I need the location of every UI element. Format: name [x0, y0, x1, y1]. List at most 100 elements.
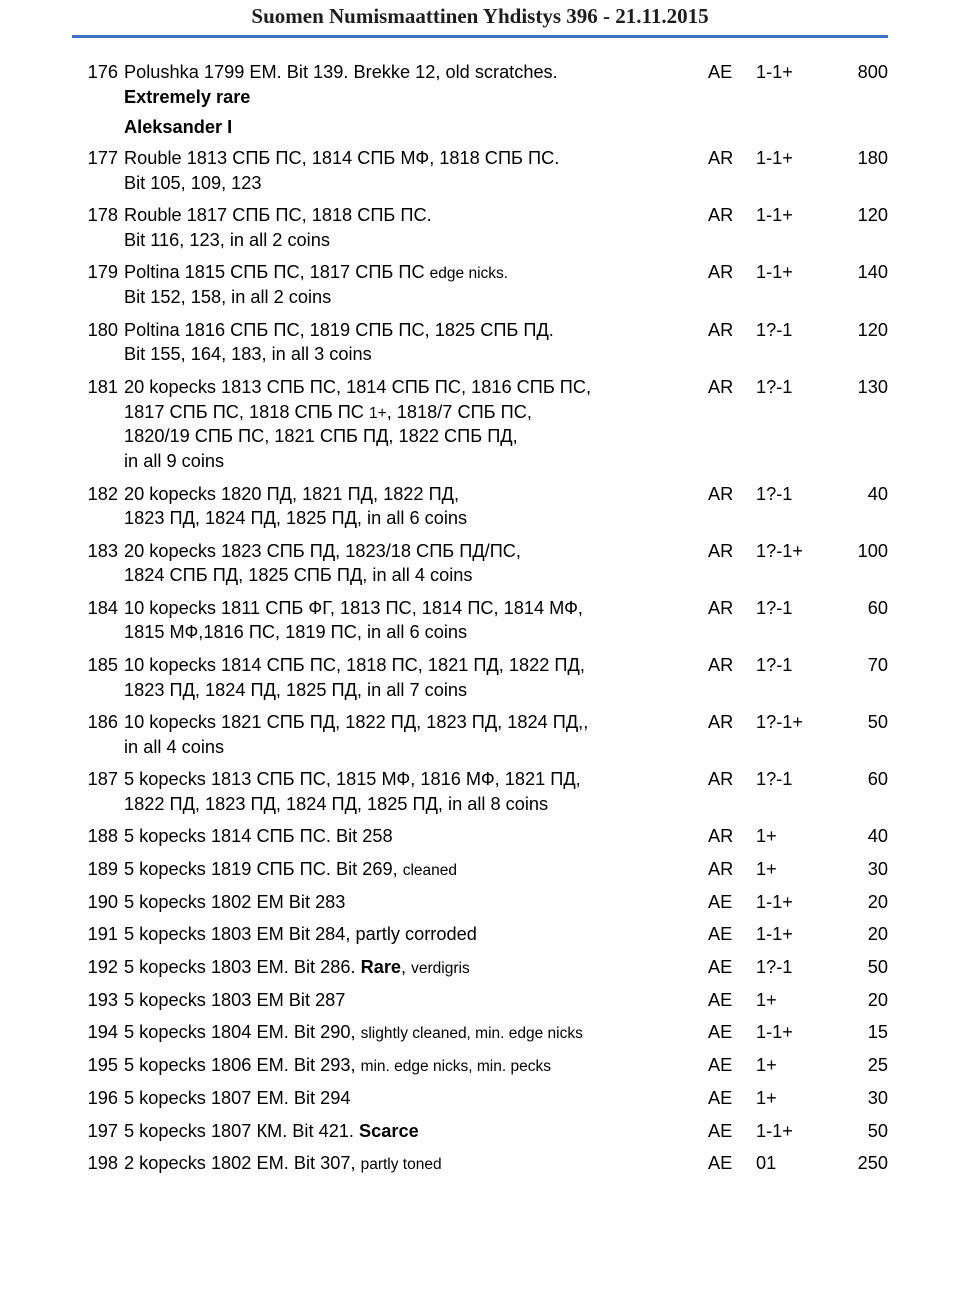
lot-metal: AR — [708, 710, 756, 735]
lot-row: 18610 kopecks 1821 СПБ ПД, 1822 ПД, 1823… — [72, 710, 888, 759]
lot-row: 1915 kopecks 1803 EM Bit 284, partly cor… — [72, 922, 888, 947]
lot-description: 5 kopecks 1807 EM. Bit 294 — [124, 1086, 708, 1111]
lot-number: 198 — [72, 1151, 124, 1176]
lot-row: 18410 kopecks 1811 СПБ ФГ, 1813 ПС, 1814… — [72, 596, 888, 645]
lot-price: 30 — [828, 857, 888, 882]
lot-grade: 1-1+ — [756, 1119, 828, 1144]
lot-row: 180Poltina 1816 СПБ ПС, 1819 СПБ ПС, 182… — [72, 318, 888, 367]
lot-grade: 1?-1 — [756, 653, 828, 678]
lot-description: Poltina 1815 СПБ ПС, 1817 СПБ ПС edge ni… — [124, 260, 708, 309]
lot-price: 20 — [828, 890, 888, 915]
lot-metal: AE — [708, 1086, 756, 1111]
lot-grade: 1-1+ — [756, 146, 828, 171]
lot-price: 60 — [828, 596, 888, 621]
lot-description: 2 kopecks 1802 EM. Bit 307, partly toned — [124, 1151, 708, 1176]
lot-number: 176 — [72, 60, 124, 85]
lot-price: 100 — [828, 539, 888, 564]
lot-row: 1935 kopecks 1803 EM Bit 287AE1+20 — [72, 988, 888, 1013]
lot-number: 183 — [72, 539, 124, 564]
lot-number: 195 — [72, 1053, 124, 1078]
lot-list: 176Polushka 1799 EM. Bit 139. Brekke 12,… — [72, 60, 888, 1176]
lot-number: 177 — [72, 146, 124, 171]
lot-description: 10 kopecks 1811 СПБ ФГ, 1813 ПС, 1814 ПС… — [124, 596, 708, 645]
lot-row: 1875 kopecks 1813 СПБ ПС, 1815 МФ, 1816 … — [72, 767, 888, 816]
lot-price: 250 — [828, 1151, 888, 1176]
lot-description: 5 kopecks 1806 EM. Bit 293, min. edge ni… — [124, 1053, 708, 1078]
lot-number: 182 — [72, 482, 124, 507]
lot-metal: AE — [708, 60, 756, 85]
lot-number: 197 — [72, 1119, 124, 1144]
lot-row: 1945 kopecks 1804 EM. Bit 290, slightly … — [72, 1020, 888, 1045]
lot-row: 18120 kopecks 1813 СПБ ПС, 1814 СПБ ПС, … — [72, 375, 888, 474]
lot-grade: 1?-1+ — [756, 710, 828, 735]
lot-description: 5 kopecks 1807 КМ. Bit 421. Scarce — [124, 1119, 708, 1144]
lot-grade: 1?-1 — [756, 318, 828, 343]
lot-row: 1975 kopecks 1807 КМ. Bit 421. ScarceAE1… — [72, 1119, 888, 1144]
lot-description: 5 kopecks 1803 EM. Bit 286. Rare, verdig… — [124, 955, 708, 980]
lot-metal: AE — [708, 955, 756, 980]
lot-price: 120 — [828, 318, 888, 343]
lot-row: 1905 kopecks 1802 EM Bit 283AE1-1+20 — [72, 890, 888, 915]
lot-description: 20 kopecks 1823 СПБ ПД, 1823/18 СПБ ПД/П… — [124, 539, 708, 588]
lot-price: 20 — [828, 922, 888, 947]
lot-grade: 1+ — [756, 988, 828, 1013]
lot-grade: 1?-1 — [756, 955, 828, 980]
lot-description: Rouble 1817 СПБ ПС, 1818 СПБ ПС.Bit 116,… — [124, 203, 708, 252]
lot-description: 10 kopecks 1814 СПБ ПС, 1818 ПС, 1821 ПД… — [124, 653, 708, 702]
lot-row: 1885 kopecks 1814 СПБ ПС. Bit 258AR1+40 — [72, 824, 888, 849]
lot-row: 1895 kopecks 1819 СПБ ПС. Bit 269, clean… — [72, 857, 888, 882]
lot-grade: 1-1+ — [756, 60, 828, 85]
lot-number: 196 — [72, 1086, 124, 1111]
lot-price: 120 — [828, 203, 888, 228]
lot-row: 177Rouble 1813 СПБ ПС, 1814 СПБ МФ, 1818… — [72, 146, 888, 195]
lot-grade: 1+ — [756, 857, 828, 882]
lot-metal: AR — [708, 767, 756, 792]
lot-price: 40 — [828, 482, 888, 507]
lot-row: 18510 kopecks 1814 СПБ ПС, 1818 ПС, 1821… — [72, 653, 888, 702]
lot-description: 5 kopecks 1804 EM. Bit 290, slightly cle… — [124, 1020, 708, 1045]
auction-page: Suomen Numismaattinen Yhdistys 396 - 21.… — [0, 0, 960, 1224]
lot-number: 194 — [72, 1020, 124, 1045]
lot-description: 5 kopecks 1819 СПБ ПС. Bit 269, cleaned — [124, 857, 708, 882]
lot-row: 176Polushka 1799 EM. Bit 139. Brekke 12,… — [72, 60, 888, 109]
header-rule — [72, 35, 888, 38]
lot-metal: AE — [708, 922, 756, 947]
lot-number: 189 — [72, 857, 124, 882]
lot-number: 187 — [72, 767, 124, 792]
lot-price: 20 — [828, 988, 888, 1013]
lot-price: 50 — [828, 1119, 888, 1144]
lot-description: 5 kopecks 1814 СПБ ПС. Bit 258 — [124, 824, 708, 849]
lot-number: 181 — [72, 375, 124, 400]
lot-number: 185 — [72, 653, 124, 678]
lot-price: 800 — [828, 60, 888, 85]
lot-price: 60 — [828, 767, 888, 792]
lot-metal: AE — [708, 890, 756, 915]
lot-grade: 1?-1+ — [756, 539, 828, 564]
lot-metal: AR — [708, 375, 756, 400]
lot-grade: 1+ — [756, 1053, 828, 1078]
lot-row: 1925 kopecks 1803 EM. Bit 286. Rare, ver… — [72, 955, 888, 980]
lot-metal: AR — [708, 146, 756, 171]
lot-price: 30 — [828, 1086, 888, 1111]
lot-description: 5 kopecks 1802 EM Bit 283 — [124, 890, 708, 915]
lot-price: 40 — [828, 824, 888, 849]
lot-metal: AR — [708, 318, 756, 343]
lot-grade: 1?-1 — [756, 375, 828, 400]
lot-price: 25 — [828, 1053, 888, 1078]
lot-grade: 1+ — [756, 824, 828, 849]
lot-number: 178 — [72, 203, 124, 228]
lot-grade: 1?-1 — [756, 482, 828, 507]
lot-number: 186 — [72, 710, 124, 735]
lot-price: 70 — [828, 653, 888, 678]
lot-description: 10 kopecks 1821 СПБ ПД, 1822 ПД, 1823 ПД… — [124, 710, 708, 759]
lot-row: 18220 kopecks 1820 ПД, 1821 ПД, 1822 ПД,… — [72, 482, 888, 531]
lot-metal: AR — [708, 653, 756, 678]
lot-grade: 1-1+ — [756, 890, 828, 915]
lot-metal: AE — [708, 1119, 756, 1144]
lot-row: 18320 kopecks 1823 СПБ ПД, 1823/18 СПБ П… — [72, 539, 888, 588]
lot-number: 179 — [72, 260, 124, 285]
lot-grade: 1?-1 — [756, 596, 828, 621]
lot-number: 190 — [72, 890, 124, 915]
lot-row: 179Poltina 1815 СПБ ПС, 1817 СПБ ПС edge… — [72, 260, 888, 309]
lot-number: 191 — [72, 922, 124, 947]
